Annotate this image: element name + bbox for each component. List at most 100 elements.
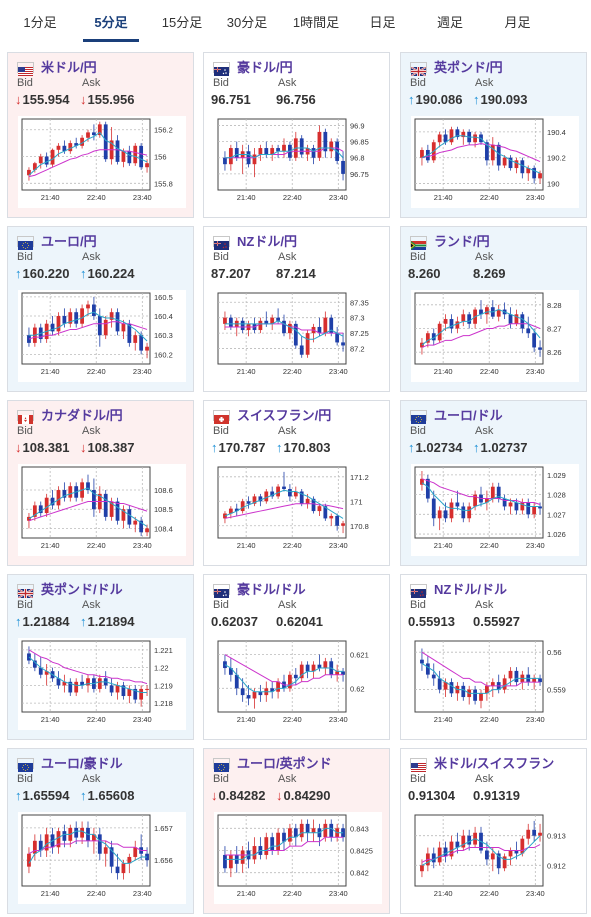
x-tick-label: 23:40 <box>329 541 348 550</box>
currency-pair-link[interactable]: カナダドル/円 <box>41 408 123 423</box>
currency-card[interactable]: カナダドル/円 Bid Ask ↓108.381 ↓108.387 108.6 108.5 1… <box>7 400 194 566</box>
bid-label: Bid <box>213 425 229 437</box>
ask-price: 87.214 <box>276 266 316 281</box>
x-tick-label: 22:40 <box>283 367 302 376</box>
currency-card[interactable]: 豪ドル/ドル Bid Ask 0.62037 0.62041 0.621 0.62 21:40… <box>203 574 390 740</box>
candlestick-chart[interactable]: 156.2 156 155.8 21:40 22:40 23:40 <box>18 116 186 208</box>
candle-body <box>323 317 328 334</box>
currency-card[interactable]: ユーロ/ドル Bid Ask ↑1.02734 ↑1.02737 1.029 1.028 1.… <box>400 400 587 566</box>
currency-card[interactable]: ユーロ/英ポンド Bid Ask ↓0.84282 ↓0.84290 0.843 0.842… <box>203 748 390 914</box>
currency-pair-link[interactable]: 米ドル/円 <box>41 60 97 75</box>
candlestick-chart[interactable]: 0.621 0.62 21:40 22:40 23:40 <box>214 638 382 730</box>
candlestick-chart[interactable]: 8.28 8.27 8.26 21:40 22:40 23:40 <box>411 290 579 382</box>
candle-body <box>56 831 61 848</box>
currency-card[interactable]: NZドル/ドル Bid Ask 0.55913 0.55927 0.56 0.559 21:4… <box>400 574 587 740</box>
currency-pair-link[interactable]: 英ポンド/ドル <box>41 582 123 597</box>
currency-card[interactable]: 英ポンド/ドル Bid Ask ↑1.21884 ↑1.21894 1.221 1.22 1.… <box>7 574 194 740</box>
y-tick-label: 1.218 <box>154 699 173 708</box>
currency-card[interactable]: 米ドル/スイスフラン Bid Ask 0.91304 0.91319 0.913 0.912… <box>400 748 587 914</box>
currency-pair-link[interactable]: ユーロ/英ポンド <box>237 756 332 771</box>
candle-body <box>109 847 114 867</box>
candlestick-chart[interactable]: 87.35 87.3 87.25 87.2 21:40 22:40 23:40 <box>214 290 382 382</box>
tab-daily[interactable]: 日足 <box>369 15 396 30</box>
currency-card[interactable]: NZドル/円 Bid Ask 87.207 87.214 87.35 87.3 87.25 87… <box>203 226 390 392</box>
y-tick-label: 96.75 <box>350 170 369 179</box>
currency-card[interactable]: 豪ドル/円 Bid Ask 96.751 96.756 96.9 96.85 96.8 96.7… <box>203 52 390 218</box>
tab-15min[interactable]: 15分足 <box>161 15 203 30</box>
candlestick-chart[interactable]: 160.5 160.4 160.3 160.2 21:40 22:40 23:40 <box>18 290 186 382</box>
tab-monthly[interactable]: 月足 <box>504 15 531 30</box>
tab-1min[interactable]: 1分足 <box>23 15 57 30</box>
currency-card[interactable]: スイスフラン/円 Bid Ask ↑170.787 ↑170.803 171.2 171 17… <box>203 400 390 566</box>
candle-body <box>449 682 454 694</box>
candle-body <box>305 333 310 355</box>
ask-value: 190.093 <box>480 92 528 107</box>
currency-card[interactable]: ユーロ/円 Bid Ask ↑160.220 ↑160.224 160.5 160.4 160… <box>7 226 194 392</box>
currency-pair-link[interactable]: NZドル/円 <box>237 234 297 249</box>
x-tick-label: 22:40 <box>87 889 106 898</box>
tab-1hour[interactable]: 1時間足 <box>292 15 340 30</box>
candlestick-chart[interactable]: 1.657 1.656 21:40 22:40 23:40 <box>18 812 186 904</box>
ask-price: ↑160.224 <box>80 266 135 281</box>
candle-body <box>38 505 43 514</box>
moving-average-long <box>421 478 541 505</box>
currency-pair-link[interactable]: NZドル/ドル <box>434 582 507 597</box>
currency-card[interactable]: ユーロ/豪ドル Bid Ask ↑1.65594 ↑1.65608 1.657 1.656 2… <box>7 748 194 914</box>
candlestick-chart[interactable]: 108.6 108.5 108.4 21:40 22:40 23:40 <box>18 464 186 556</box>
candlestick-chart[interactable]: 0.913 0.912 21:40 22:40 23:40 <box>411 812 579 904</box>
currency-pair-link[interactable]: 豪ドル/ドル <box>237 582 306 597</box>
candle-body <box>473 134 477 143</box>
currency-pair-link[interactable]: 豪ドル/円 <box>237 60 293 75</box>
tab-30min[interactable]: 30分足 <box>226 15 268 30</box>
y-tick-label: 0.843 <box>350 824 369 833</box>
currency-pair-link[interactable]: スイスフラン/円 <box>237 408 332 423</box>
x-tick-label: 23:40 <box>329 889 348 898</box>
candle-body <box>449 129 454 143</box>
candle-body <box>425 478 430 499</box>
x-tick-label: 22:40 <box>480 541 499 550</box>
tab-5min[interactable]: 5分足 <box>75 0 147 42</box>
moving-average-long <box>224 147 344 159</box>
ask-label: Ask <box>475 425 494 437</box>
moving-average-long <box>421 323 541 348</box>
candlestick-chart[interactable]: 0.56 0.559 21:40 22:40 23:40 <box>411 638 579 730</box>
currency-pair-link[interactable]: 米ドル/スイスフラン <box>434 756 555 771</box>
candle-body <box>449 841 454 857</box>
currency-pair-link[interactable]: ユーロ/豪ドル <box>41 756 123 771</box>
moving-average-short <box>28 487 148 527</box>
currency-pair-link[interactable]: ランド/円 <box>434 234 490 249</box>
currency-pair-link[interactable]: 英ポンド/円 <box>434 60 503 75</box>
candlestick-chart[interactable]: 96.9 96.85 96.8 96.75 21:40 22:40 23:40 <box>214 116 382 208</box>
currency-card[interactable]: 英ポンド/円 Bid Ask ↑190.086 ↑190.093 190.4 190.2 19… <box>400 52 587 218</box>
candle-body <box>27 335 31 343</box>
candle-body <box>479 693 483 701</box>
candle-body <box>282 320 286 334</box>
currency-pair-link[interactable]: ユーロ/ドル <box>434 408 503 423</box>
flag-icon-uk <box>410 62 427 77</box>
bid-price: ↑1.02734 <box>408 440 463 455</box>
candle-body <box>317 664 322 669</box>
currency-pair-link[interactable]: ユーロ/円 <box>41 234 97 249</box>
x-tick-label: 22:40 <box>283 889 302 898</box>
y-tick-label: 160.4 <box>154 312 173 321</box>
currency-card[interactable]: 米ドル/円 Bid Ask ↓155.954 ↓155.956 156.2 156 155.8… <box>7 52 194 218</box>
ask-price: 0.91319 <box>473 788 520 803</box>
candlestick-chart[interactable]: 0.843 0.8425 0.842 21:40 22:40 23:40 <box>214 812 382 904</box>
candlestick-chart[interactable]: 171.2 171 170.8 21:40 22:40 23:40 <box>214 464 382 556</box>
candlestick-chart[interactable]: 1.221 1.22 1.219 1.218 21:40 22:40 23:40 <box>18 638 186 730</box>
candle-body <box>467 835 472 845</box>
candle-body <box>282 832 286 842</box>
candle-body <box>520 160 525 174</box>
x-tick-label: 23:40 <box>329 367 348 376</box>
candlestick-chart[interactable]: 190.4 190.2 190 21:40 22:40 23:40 <box>411 116 579 208</box>
tab-weekly[interactable]: 週足 <box>436 15 463 30</box>
candlestick-chart[interactable]: 1.029 1.028 1.027 1.026 21:40 22:40 23:40 <box>411 464 579 556</box>
candle-body <box>508 502 513 507</box>
bid-price: ↓155.954 <box>15 92 70 107</box>
candle-body <box>44 497 49 514</box>
candle-body <box>490 853 495 860</box>
candle-body <box>514 160 519 169</box>
moving-average-short <box>28 830 148 864</box>
candle-body <box>234 674 239 689</box>
currency-card[interactable]: ランド/円 Bid Ask 8.260 8.269 8.28 8.27 8.26 21:40 22… <box>400 226 587 392</box>
